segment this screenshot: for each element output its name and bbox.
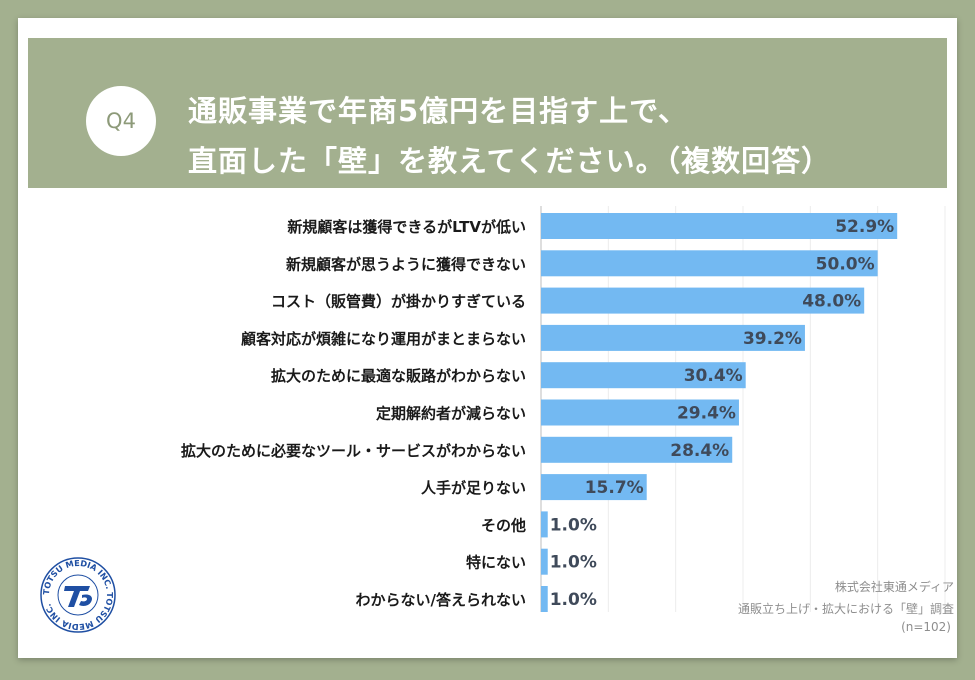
value-label: 39.2% [743, 329, 802, 349]
bar [541, 399, 739, 426]
category-label: 新規顧客が思うように獲得できない [286, 255, 526, 273]
value-label: 50.0% [816, 254, 875, 274]
bar [541, 586, 548, 612]
bar [541, 436, 733, 463]
category-label: 拡大のために最適な販路がわからない [271, 367, 526, 385]
category-label: 新規顧客は獲得できるがLTVが低い [287, 218, 526, 236]
value-label: 1.0% [550, 590, 597, 610]
category-label: 定期解約者が減らない [376, 405, 526, 423]
sample-size: (n=102) [901, 620, 951, 634]
category-label: 拡大のために必要なツール・サービスがわからない [181, 442, 526, 460]
bar [541, 474, 647, 501]
value-label: 29.4% [677, 404, 736, 424]
bar [541, 548, 548, 575]
category-label: 顧客対応が煩雑になり運用がまとまらない [241, 330, 526, 348]
value-label: 28.4% [670, 441, 729, 461]
category-label: わからない/答えられない [356, 591, 526, 609]
category-label: その他 [481, 516, 526, 534]
category-label: 人手が足りない [421, 479, 526, 497]
bar [541, 250, 878, 277]
bar [541, 324, 805, 351]
category-label: コスト（販管費）が掛かりすぎている [271, 293, 526, 311]
value-label: 52.9% [835, 217, 894, 237]
value-label: 30.4% [684, 366, 743, 386]
question-title-line-2: 直面した「壁」を教えてください。（複数回答） [188, 144, 832, 178]
value-label: 15.7% [585, 478, 644, 498]
value-label: 1.0% [550, 515, 597, 535]
totsu-media-logo-icon: TOTSU MEDIA INC. TOTSU MEDIA INC. [40, 557, 116, 633]
labels: 新規顧客は獲得できるがLTVが低い 52.9% 新規顧客が思うように獲得できない 50… [181, 217, 894, 610]
bar [541, 213, 898, 239]
question-header: Q4 通販事業で年商5億円を目指す上で、 直面した「壁」を教えてください。（複数… [28, 38, 947, 188]
value-label: 1.0% [550, 553, 597, 573]
question-title-line-1: 通販事業で年商5億円を目指す上で、 [188, 94, 689, 128]
bar [541, 511, 548, 538]
bars [541, 213, 898, 612]
bar [541, 287, 865, 314]
question-number-badge: Q4 [86, 86, 156, 156]
value-label: 48.0% [802, 292, 861, 312]
source-company: 株式会社東通メディア [834, 580, 954, 594]
source-survey-name: 通販立ち上げ・拡大における「壁」調査 [737, 602, 954, 616]
bar [541, 362, 746, 389]
category-label: 特にない [466, 554, 526, 572]
